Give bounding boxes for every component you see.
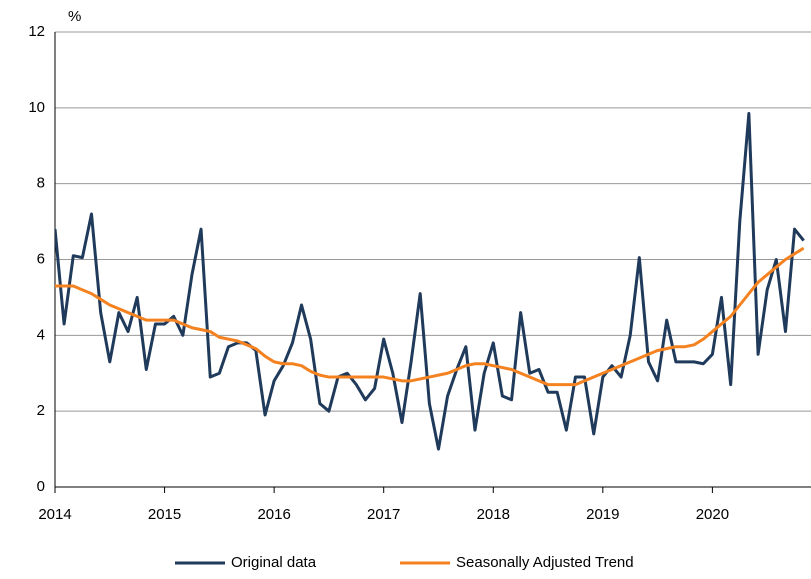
x-tick-label: 2019 — [586, 506, 619, 523]
y-tick-label: 4 — [37, 326, 45, 343]
series-line — [55, 246, 805, 387]
y-tick-label: 6 — [37, 250, 45, 267]
y-tick-label: 8 — [37, 175, 45, 192]
y-tick-label: 0 — [37, 478, 45, 495]
y-tick-label: 10 — [28, 99, 45, 116]
plot-area — [55, 112, 805, 451]
y-tick-label: 2 — [37, 402, 45, 419]
x-tick-label: 2015 — [148, 506, 181, 523]
x-tick-label: 2016 — [257, 506, 290, 523]
y-tick-label: 12 — [28, 23, 45, 40]
x-tick-label: 2020 — [696, 506, 729, 523]
y-axis-label: % — [68, 8, 81, 25]
x-tick-label: 2018 — [477, 506, 510, 523]
x-tick-label: 2017 — [367, 506, 400, 523]
legend-label: Seasonally Adjusted Trend — [456, 554, 634, 571]
x-tick-label: 2014 — [38, 506, 71, 523]
legend-label: Original data — [231, 554, 317, 571]
series-line — [55, 112, 805, 451]
